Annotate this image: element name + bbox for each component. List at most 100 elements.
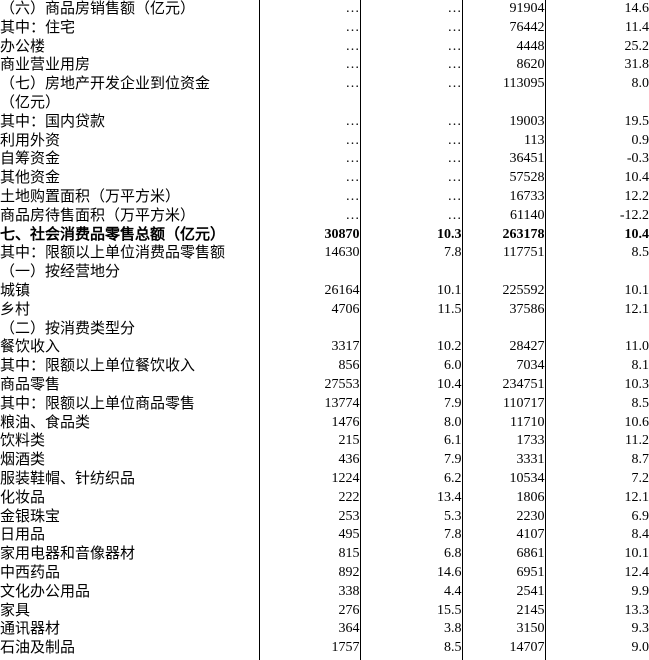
value-cell: 7.2 [631,470,649,486]
value-cell: … [259,56,361,76]
value-cell: 7.8 [360,526,463,546]
indicator-label: 家具 [0,601,260,621]
table-row: 其中：限额以上单位餐饮收入 856 6.0 7034 8.1 [0,357,649,376]
indicator-label: 商品房待售面积（万平方米） [0,206,260,226]
value-cell: 3150 [462,620,546,640]
value-cell: 10.1 [624,546,649,562]
table-row: （七）房地产开发企业到位资金 （亿元）…… 113095 8.0 [0,75,649,113]
value-cell: 15.5 [360,601,463,621]
value-cell: 6.8 [360,545,463,564]
value-cell: 3.8 [360,620,463,640]
indicator-label: 商业营业用房 [0,56,260,76]
value-cell: 9.3 [631,621,649,637]
table-row: （六）商品房销售额（亿元）…… 91904 14.6 [0,0,649,19]
table-row: 餐饮收入 3317 10.2 28427 11.0 [0,338,649,358]
value-cell: 113 [462,131,546,151]
value-cell: 10.2 [360,338,463,358]
value-cell: 12.2 [624,188,649,204]
value-cell: … [360,187,463,207]
value-cell: 8.5 [360,639,463,658]
indicator-label: 其中：限额以上单位消费品零售额 [0,244,260,264]
value-cell: -12.2 [619,207,649,223]
value-cell: 7.8 [360,244,463,264]
indicator-label: （六）商品房销售额（亿元） [0,0,260,19]
value-cell: 4.4 [360,582,463,602]
indicator-label: 乡村 [0,300,260,320]
value-cell [462,263,546,282]
value-cell: 1806 [462,488,546,508]
table-row: 服装鞋帽、针纺织品 1224 6.2 10534 7.2 [0,469,649,489]
value-cell: 0.9 [631,132,649,148]
value-cell: … [259,37,361,57]
value-cell: 10.1 [360,281,463,301]
value-cell: 11.5 [360,300,463,320]
value-cell: 8.4 [631,527,649,543]
value-cell: 8.5 [631,245,649,261]
indicator-label: 办公楼 [0,37,260,57]
value-cell: 11.4 [625,19,649,35]
table-row: （一）按经营地分 [0,263,649,282]
indicator-label: 日用品 [0,526,260,546]
value-cell: 6.2 [360,469,463,489]
value-cell: … [259,0,361,19]
table-row: 自筹资金…… 36451 -0.3 [0,150,649,170]
value-cell: 16733 [462,187,546,207]
value-cell: 234751 [462,375,546,395]
indicator-label: （二）按消费类型分 [0,319,260,339]
indicator-label: 餐饮收入 [0,338,260,358]
value-cell: 222 [259,488,361,508]
indicator-label: 烟酒类 [0,451,260,470]
value-cell: 36451 [462,150,546,170]
value-cell [545,320,649,339]
value-cell: … [360,18,463,38]
table-row: 通讯器材 364 3.8 3150 9.3 [0,620,649,640]
table-row: 其中：限额以上单位商品零售 13774 7.9 110717 8.5 [0,394,649,414]
value-cell: 1733 [462,432,546,452]
value-cell: 4706 [259,300,361,320]
value-cell: 8.0 [360,413,463,433]
table-row: 利用外资…… 113 0.9 [0,131,649,151]
value-cell: 10.3 [360,225,463,245]
indicator-label: 家用电器和音像器材 [0,545,260,564]
value-cell: … [259,75,361,113]
value-cell: … [360,112,463,132]
value-cell: 110717 [462,394,546,414]
value-cell: 8.5 [631,395,649,411]
value-cell: 8.0 [631,76,649,92]
indicator-label: （七）房地产开发企业到位资金 （亿元） [0,75,260,113]
value-cell: … [360,56,463,76]
value-cell: 117751 [462,244,546,264]
indicator-label: 其中：住宅 [0,18,260,38]
table-row: 办公楼…… 4448 25.2 [0,37,649,57]
value-cell: … [259,150,361,170]
value-cell: 225592 [462,281,546,301]
value-cell: 10.3 [624,376,649,392]
value-cell: 14630 [259,244,361,264]
value-cell: 10.4 [624,170,649,186]
table-row: 其中：住宅…… 76442 11.4 [0,18,649,38]
value-cell: … [259,18,361,38]
indicator-label: 服装鞋帽、针纺织品 [0,469,260,489]
value-cell [545,263,649,282]
value-cell: … [360,206,463,226]
value-cell: 12.4 [624,564,649,580]
value-cell: 4448 [462,37,546,57]
table-row: 金银珠宝 253 5.3 2230 6.9 [0,507,649,527]
indicator-label: 化妆品 [0,488,260,508]
value-cell: 28427 [462,338,546,358]
value-cell: 19003 [462,112,546,132]
table-row: 石油及制品 1757 8.5 14707 9.0 [0,639,649,658]
value-cell: 11.0 [625,339,649,355]
value-cell: 856 [259,357,361,376]
value-cell: 215 [259,432,361,452]
table-row: 中西药品 892 14.6 6951 12.4 [0,563,649,583]
indicator-label: 利用外资 [0,131,260,151]
value-cell: 10.4 [360,375,463,395]
table-row: 商品零售 27553 10.4 234751 10.3 [0,375,649,395]
value-cell: 263178 [462,225,546,245]
value-cell [360,319,463,339]
table-row: 烟酒类 436 7.9 3331 8.7 [0,451,649,470]
table-row: 其他资金…… 57528 10.4 [0,169,649,188]
